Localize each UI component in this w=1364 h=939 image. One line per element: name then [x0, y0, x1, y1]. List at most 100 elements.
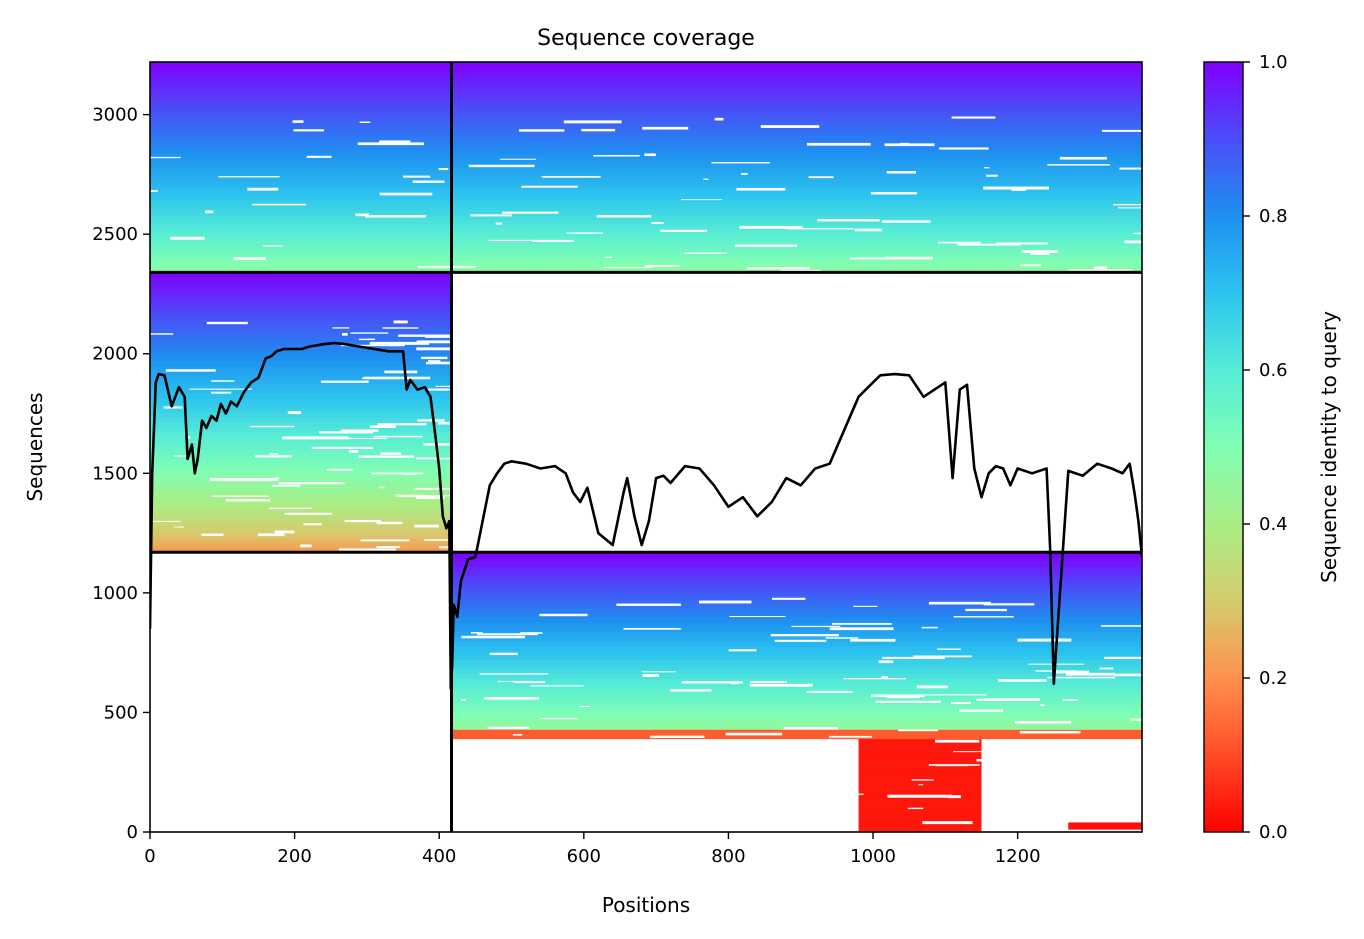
heatmap-strip [150, 384, 452, 390]
alignment-gap [284, 512, 333, 515]
alignment-gap [1030, 751, 1100, 755]
heatmap-strip [150, 100, 1142, 105]
alignment-gap [935, 764, 969, 767]
alignment-gap [520, 632, 543, 634]
alignment-gap [535, 783, 569, 786]
heatmap-strip [150, 416, 452, 423]
heatmap-strip [150, 375, 452, 381]
heatmap-strip [150, 191, 1142, 196]
alignment-gap [382, 327, 419, 329]
heatmap-strip [150, 379, 452, 385]
y-axis-label: Sequences [23, 392, 47, 501]
heatmap-strip [451, 566, 1142, 572]
heatmap-strip [858, 827, 982, 832]
heatmap-strip [451, 687, 1142, 693]
alignment-gap [1014, 720, 1072, 724]
alignment-gap [900, 142, 910, 146]
heatmap-strip [150, 251, 1142, 256]
alignment-gap [251, 203, 306, 206]
heatmap-strip [150, 188, 1142, 193]
alignment-gap [521, 185, 578, 188]
alignment-gap [1068, 269, 1133, 271]
heatmap-strip [451, 710, 1142, 716]
alignment-gap [360, 539, 410, 542]
alignment-gap [348, 450, 359, 453]
alignment-gap [532, 239, 574, 242]
chain-1-alignment [150, 272, 498, 554]
alignment-gap [887, 794, 953, 798]
alignment-gap [720, 749, 751, 751]
alignment-gap [477, 633, 539, 636]
alignment-gap [530, 685, 584, 687]
alignment-gap [417, 419, 445, 422]
alignment-gap [1030, 252, 1050, 255]
heatmap-strip [150, 463, 452, 469]
heatmap-strip [150, 62, 1142, 66]
heatmap-strip [150, 237, 1142, 242]
alignment-gap [953, 616, 1014, 618]
heatmap-strip [451, 636, 1142, 642]
alignment-gap [449, 451, 498, 455]
alignment-gap [684, 252, 727, 255]
alignment-gap [508, 808, 515, 811]
alignment-gap [170, 236, 205, 240]
alignment-gap [1117, 207, 1142, 209]
alignment-gap [725, 732, 783, 736]
heatmap-strip [150, 93, 1142, 98]
alignment-gap [435, 385, 452, 388]
alignment-gap [206, 321, 248, 325]
heatmap-strip [451, 640, 1142, 646]
heatmap-strip [150, 309, 452, 315]
heatmap-strip [858, 818, 982, 824]
alignment-gap [886, 697, 920, 699]
heatmap-strip [150, 328, 452, 334]
alignment-gap [379, 140, 411, 144]
alignment-gap [457, 780, 465, 783]
alignment-gap [371, 472, 424, 475]
heatmap-strip [451, 598, 1142, 604]
heatmap-strip [150, 230, 1142, 235]
alignment-gap [642, 674, 660, 677]
alignment-gap [413, 487, 463, 490]
alignment-gap [344, 520, 382, 523]
alignment-gap [579, 705, 591, 708]
alignment-gap [898, 729, 938, 732]
alignment-gap [563, 120, 622, 124]
heatmap-strip [858, 738, 982, 744]
alignment-gap [759, 766, 774, 769]
alignment-gap [306, 155, 332, 158]
alignment-gap [428, 360, 441, 363]
alignment-gap [212, 495, 269, 497]
alignment-gap [825, 637, 859, 639]
heatmap-strip [451, 603, 1142, 609]
x-tick-label: 600 [567, 846, 601, 867]
alignment-gap [791, 625, 841, 628]
alignment-gap [1048, 793, 1108, 796]
alignment-gap [461, 635, 526, 639]
alignment-gap [1113, 203, 1142, 206]
alignment-gap [998, 679, 1047, 682]
heatmap-strip [150, 128, 1142, 133]
heatmap-strip [150, 440, 452, 446]
y-tick-label: 1500 [92, 463, 138, 484]
alignment-gap [983, 698, 1041, 702]
heatmap-strip [150, 72, 1142, 77]
alignment-gap [938, 241, 981, 244]
alignment-gap [995, 242, 1048, 245]
alignment-gap [566, 232, 604, 234]
alignment-gap [549, 755, 585, 757]
alignment-gap [358, 338, 375, 341]
alignment-gap [1047, 164, 1110, 166]
alignment-gap [558, 819, 594, 822]
alignment-gap [1093, 266, 1107, 270]
alignment-gap [340, 344, 405, 347]
alignment-gap [1137, 783, 1142, 785]
alignment-gap [729, 616, 786, 618]
heatmap-strip [858, 808, 982, 814]
alignment-gap [338, 548, 397, 551]
alignment-gap [714, 117, 724, 121]
alignment-gap [361, 377, 406, 379]
heatmap-strip [150, 458, 452, 465]
alignment-gap [439, 546, 494, 549]
heatmap-strip [858, 748, 982, 754]
